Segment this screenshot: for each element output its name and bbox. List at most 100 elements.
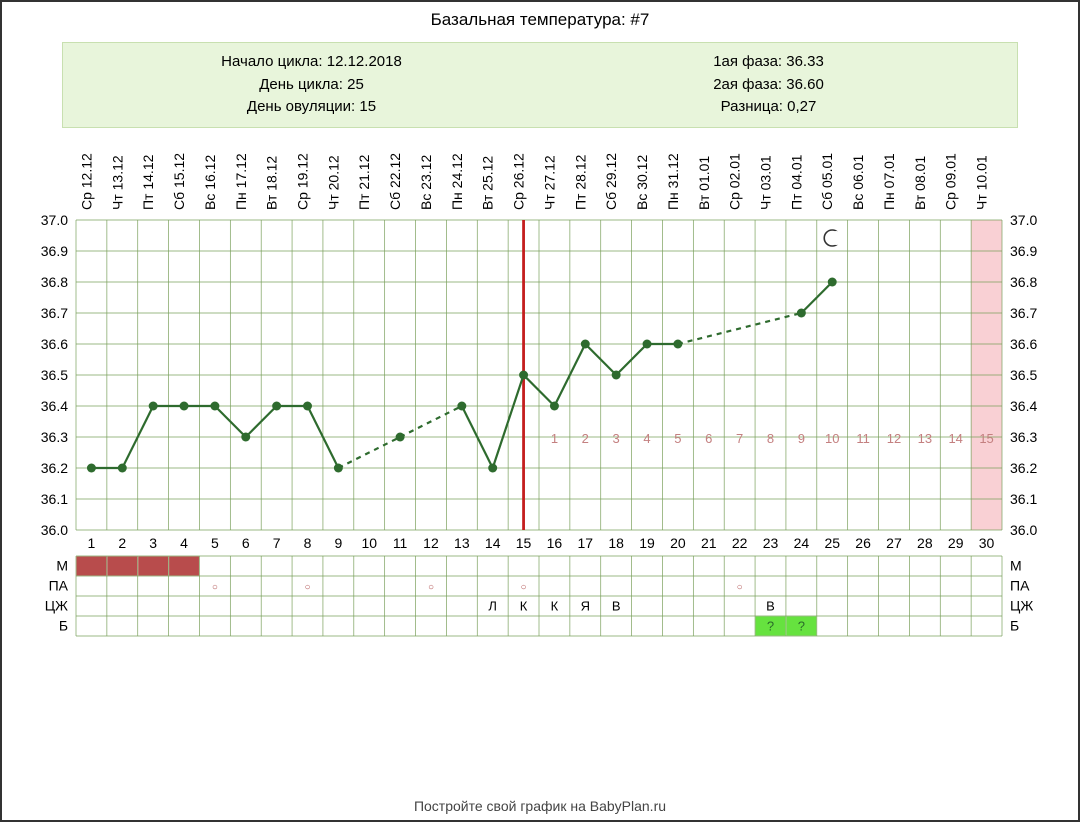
svg-text:26: 26: [855, 535, 871, 551]
svg-text:9: 9: [798, 431, 805, 446]
svg-text:8: 8: [767, 431, 774, 446]
svg-text:Пт 21.12: Пт 21.12: [356, 154, 372, 210]
svg-text:19: 19: [639, 535, 655, 551]
svg-text:36.2: 36.2: [1010, 460, 1037, 476]
svg-text:14: 14: [485, 535, 501, 551]
info-col-right: 1ая фаза: 36.33 2ая фаза: 36.60 Разница:…: [540, 51, 997, 119]
svg-text:К: К: [551, 598, 559, 613]
svg-text:3: 3: [149, 535, 157, 551]
svg-text:36.3: 36.3: [41, 429, 68, 445]
svg-text:К: К: [520, 598, 528, 613]
svg-text:5: 5: [674, 431, 681, 446]
svg-text:Пн 31.12: Пн 31.12: [665, 153, 681, 210]
svg-text:Пт 28.12: Пт 28.12: [572, 154, 588, 210]
info-cycle-start: Начало цикла: 12.12.2018: [83, 51, 540, 74]
svg-text:11: 11: [856, 431, 870, 446]
info-phase1: 1ая фаза: 36.33: [540, 51, 997, 74]
info-box: Начало цикла: 12.12.2018 День цикла: 25 …: [62, 42, 1018, 128]
svg-text:○: ○: [304, 582, 310, 593]
svg-text:2: 2: [118, 535, 126, 551]
svg-text:Я: Я: [581, 598, 590, 613]
svg-text:14: 14: [948, 431, 962, 446]
svg-text:○: ○: [737, 582, 743, 593]
svg-text:22: 22: [732, 535, 748, 551]
info-cycle-day: День цикла: 25: [83, 74, 540, 97]
svg-text:4: 4: [180, 535, 188, 551]
svg-text:ЦЖ: ЦЖ: [1010, 597, 1033, 613]
svg-text:13: 13: [454, 535, 470, 551]
svg-text:В: В: [766, 598, 775, 613]
svg-text:25: 25: [824, 535, 840, 551]
svg-text:Б: Б: [1010, 617, 1019, 633]
svg-text:Чт 20.12: Чт 20.12: [325, 155, 341, 210]
svg-text:ПА: ПА: [49, 577, 69, 593]
svg-text:11: 11: [393, 535, 408, 551]
svg-text:37.0: 37.0: [41, 212, 68, 228]
svg-text:Вс 16.12: Вс 16.12: [202, 154, 218, 209]
svg-text:17: 17: [578, 535, 594, 551]
svg-text:7: 7: [736, 431, 743, 446]
svg-text:Вт 18.12: Вт 18.12: [264, 155, 280, 209]
svg-text:12: 12: [423, 535, 439, 551]
svg-text:36.0: 36.0: [41, 522, 68, 538]
info-difference: Разница: 0,27: [540, 96, 997, 119]
svg-text:Ср 19.12: Ср 19.12: [295, 152, 311, 209]
svg-text:4: 4: [643, 431, 650, 446]
info-ovulation-day: День овуляции: 15: [83, 96, 540, 119]
svg-text:○: ○: [521, 582, 527, 593]
svg-text:24: 24: [794, 535, 810, 551]
svg-text:3: 3: [613, 431, 620, 446]
svg-text:Чт 27.12: Чт 27.12: [541, 155, 557, 210]
svg-text:36.5: 36.5: [41, 367, 68, 383]
svg-text:36.6: 36.6: [41, 336, 68, 352]
svg-text:30: 30: [979, 535, 995, 551]
chart-svg: 37.037.036.936.936.836.836.736.736.636.6…: [24, 138, 1054, 758]
svg-text:36.9: 36.9: [1010, 243, 1037, 259]
svg-text:15: 15: [979, 431, 993, 446]
chart-area: 37.037.036.936.936.836.836.736.736.636.6…: [24, 138, 1056, 758]
svg-text:?: ?: [798, 618, 805, 633]
svg-text:36.4: 36.4: [41, 398, 68, 414]
footer-text: Постройте свой график на BabyPlan.ru: [2, 798, 1078, 814]
svg-text:Сб 29.12: Сб 29.12: [603, 152, 619, 209]
svg-text:Ср 09.01: Ср 09.01: [943, 152, 959, 209]
svg-text:7: 7: [273, 535, 281, 551]
svg-text:36.1: 36.1: [1010, 491, 1037, 507]
info-col-left: Начало цикла: 12.12.2018 День цикла: 25 …: [83, 51, 540, 119]
svg-text:27: 27: [886, 535, 902, 551]
svg-text:Чт 03.01: Чт 03.01: [758, 155, 774, 210]
svg-text:36.7: 36.7: [41, 305, 68, 321]
svg-text:Вт 01.01: Вт 01.01: [696, 155, 712, 209]
svg-text:16: 16: [547, 535, 563, 551]
svg-text:ЦЖ: ЦЖ: [45, 597, 68, 613]
svg-text:М: М: [56, 557, 68, 573]
svg-text:ПА: ПА: [1010, 577, 1030, 593]
svg-text:10: 10: [825, 431, 839, 446]
svg-text:Вт 08.01: Вт 08.01: [912, 155, 928, 209]
svg-text:?: ?: [767, 618, 774, 633]
chart-title: Базальная температура: #7: [2, 2, 1078, 38]
svg-text:Пн 07.01: Пн 07.01: [881, 153, 897, 210]
svg-text:36.7: 36.7: [1010, 305, 1037, 321]
svg-text:○: ○: [428, 582, 434, 593]
svg-text:36.2: 36.2: [41, 460, 68, 476]
svg-text:36.0: 36.0: [1010, 522, 1037, 538]
svg-text:23: 23: [763, 535, 779, 551]
svg-text:Б: Б: [59, 617, 68, 633]
svg-text:Чт 10.01: Чт 10.01: [974, 155, 990, 210]
svg-text:Вт 25.12: Вт 25.12: [480, 155, 496, 209]
svg-text:Ср 26.12: Ср 26.12: [511, 152, 527, 209]
svg-text:Пт 04.01: Пт 04.01: [788, 154, 804, 210]
svg-text:36.6: 36.6: [1010, 336, 1037, 352]
svg-text:Ср 02.01: Ср 02.01: [727, 152, 743, 209]
svg-text:29: 29: [948, 535, 964, 551]
svg-text:36.8: 36.8: [1010, 274, 1037, 290]
svg-text:36.4: 36.4: [1010, 398, 1037, 414]
svg-text:15: 15: [516, 535, 532, 551]
chart-container: Базальная температура: #7 Начало цикла: …: [0, 0, 1080, 822]
svg-text:Вс 06.01: Вс 06.01: [850, 154, 866, 209]
svg-text:20: 20: [670, 535, 686, 551]
svg-text:36.3: 36.3: [1010, 429, 1037, 445]
svg-text:5: 5: [211, 535, 219, 551]
svg-text:28: 28: [917, 535, 933, 551]
